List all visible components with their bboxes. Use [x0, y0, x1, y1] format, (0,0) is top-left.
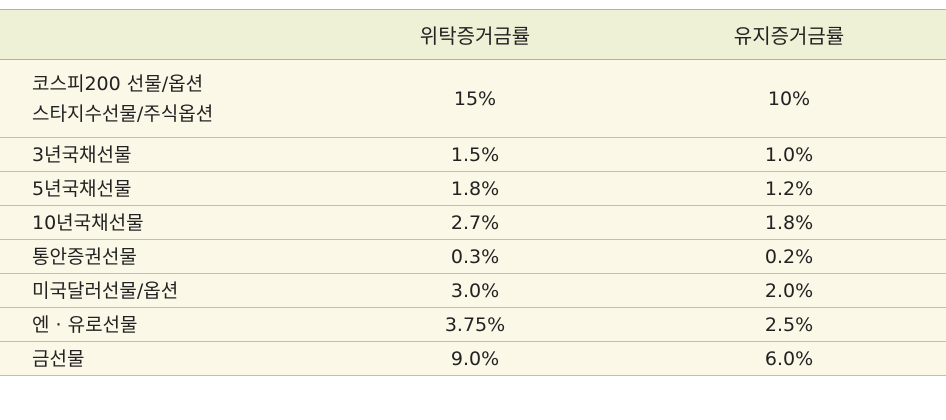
row-label: 10년국채선물: [32, 211, 144, 234]
initial-margin-cell: 9.0%: [450, 347, 500, 370]
row-label: 통안증권선물: [32, 245, 137, 268]
table-row: 5년국채선물 1.8% 1.2%: [0, 171, 946, 206]
maintenance-margin-cell: 2.0%: [764, 279, 814, 302]
header-initial-margin: 위탁증거금률: [318, 9, 632, 60]
initial-margin-cell: 0.3%: [450, 245, 500, 268]
table-row: 10년국채선물 2.7% 1.8%: [0, 205, 946, 240]
maintenance-margin-cell: 1.8%: [764, 211, 814, 234]
header-row: 위탁증거금률 유지증거금률: [0, 9, 946, 60]
maintenance-margin-cell: 2.5%: [764, 313, 814, 336]
row-label: 미국달러선물/옵션: [32, 279, 179, 302]
initial-margin-cell: 15%: [453, 87, 497, 110]
row-label-line: 스타지수선물/주식옵션: [32, 102, 214, 125]
table-row: 금선물 9.0% 6.0%: [0, 341, 946, 376]
initial-margin-cell: 2.7%: [450, 211, 500, 234]
initial-margin-cell: 1.5%: [450, 143, 500, 166]
table-row: 미국달러선물/옵션 3.0% 2.0%: [0, 273, 946, 308]
maintenance-margin-cell: 6.0%: [764, 347, 814, 370]
margin-rate-table: 위탁증거금률 유지증거금률 코스피200 선물/옵션 스타지수선물/주식옵션 1…: [0, 9, 946, 376]
header-empty-cell: [0, 9, 318, 60]
row-label-line: 코스피200 선물/옵션: [32, 72, 204, 95]
row-label: 코스피200 선물/옵션 스타지수선물/주식옵션: [0, 60, 318, 138]
table-header: 위탁증거금률 유지증거금률: [0, 9, 946, 60]
initial-margin-cell: 3.75%: [444, 313, 506, 336]
table-body: 코스피200 선물/옵션 스타지수선물/주식옵션 15% 10% 3년국채선물 …: [0, 59, 946, 376]
maintenance-margin-cell: 0.2%: [764, 245, 814, 268]
table-row: 코스피200 선물/옵션 스타지수선물/주식옵션 15% 10%: [0, 59, 946, 138]
row-label: 3년국채선물: [32, 143, 132, 166]
maintenance-margin-cell: 1.2%: [764, 177, 814, 200]
table-row: 통안증권선물 0.3% 0.2%: [0, 239, 946, 274]
table-row: 3년국채선물 1.5% 1.0%: [0, 137, 946, 172]
table-row: 엔 · 유로선물 3.75% 2.5%: [0, 307, 946, 342]
initial-margin-cell: 3.0%: [450, 279, 500, 302]
header-maintenance-margin: 유지증거금률: [632, 9, 946, 60]
maintenance-margin-cell: 1.0%: [764, 143, 814, 166]
row-label: 엔 · 유로선물: [32, 313, 138, 336]
row-label: 금선물: [32, 347, 85, 370]
maintenance-margin-cell: 10%: [767, 87, 811, 110]
row-label: 5년국채선물: [32, 177, 132, 200]
initial-margin-cell: 1.8%: [450, 177, 500, 200]
